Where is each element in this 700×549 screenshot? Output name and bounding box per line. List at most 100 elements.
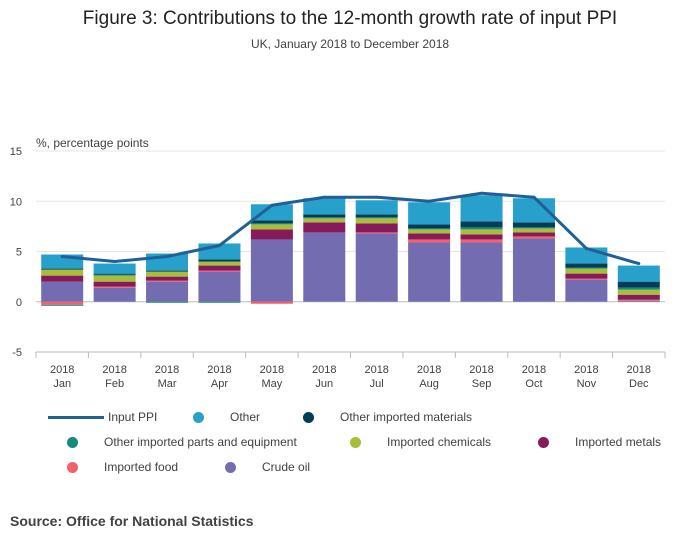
bar-segment bbox=[198, 265, 241, 271]
bar-segment bbox=[250, 204, 293, 221]
bar-segment bbox=[250, 301, 293, 304]
bar-segment bbox=[460, 221, 503, 228]
x-tick-label-year: 2018 bbox=[207, 364, 231, 376]
bar-segment bbox=[146, 301, 189, 303]
legend-dot-swatch bbox=[67, 436, 78, 448]
bar-segment bbox=[198, 261, 241, 266]
chart-title: Figure 3: Contributions to the 12-month … bbox=[82, 8, 618, 29]
legend-dot-swatch bbox=[303, 411, 314, 423]
chart-subtitle: UK, January 2018 to December 2018 bbox=[250, 37, 450, 51]
x-tick-label-month: Sep bbox=[472, 378, 492, 390]
x-tick-label-month: Dec bbox=[629, 378, 649, 390]
bar-segment bbox=[355, 223, 398, 233]
x-tick-label-month: Nov bbox=[577, 378, 597, 390]
legend-dot-swatch bbox=[538, 436, 549, 448]
y-tick-label: 0 bbox=[16, 297, 22, 309]
legend-label: Other imported parts and equipment bbox=[104, 435, 297, 449]
x-tick-label-year: 2018 bbox=[627, 364, 651, 376]
bar-segment bbox=[146, 276, 189, 281]
legend-label: Input PPI bbox=[108, 410, 158, 424]
legend-item: Input PPI bbox=[48, 410, 157, 424]
legend-item: Imported chemicals bbox=[350, 435, 491, 449]
y-tick-label: 15 bbox=[10, 146, 22, 158]
legend-dot-swatch bbox=[67, 461, 78, 473]
x-tick-label-year: 2018 bbox=[260, 364, 284, 376]
bar-segment bbox=[617, 289, 660, 295]
y-tick-label: -5 bbox=[12, 347, 22, 359]
x-tick-label-month: Feb bbox=[105, 378, 124, 390]
x-tick-label-year: 2018 bbox=[574, 364, 598, 376]
bar-segment bbox=[460, 242, 503, 302]
legend-item: Other bbox=[193, 410, 260, 424]
input-ppi-point bbox=[322, 195, 326, 199]
bar-segment bbox=[408, 242, 451, 302]
bar-segment bbox=[41, 304, 84, 306]
legend-label: Imported chemicals bbox=[387, 435, 492, 449]
x-tick-label-month: May bbox=[261, 378, 282, 390]
bar-segment bbox=[565, 263, 608, 268]
bar-segment bbox=[303, 198, 346, 215]
x-tick-label-year: 2018 bbox=[364, 364, 388, 376]
x-tick-label-month: Jul bbox=[370, 378, 384, 390]
y-axis-label: %, percentage points bbox=[36, 136, 149, 150]
bar-segment bbox=[460, 234, 503, 240]
x-tick-label-month: Apr bbox=[211, 378, 228, 390]
x-tick-label-year: 2018 bbox=[312, 364, 336, 376]
bar-segment bbox=[617, 300, 660, 302]
bar-segment bbox=[408, 233, 451, 240]
bar-segment bbox=[93, 274, 136, 276]
legend-item: Other imported materials bbox=[303, 410, 472, 424]
legend-label: Imported food bbox=[104, 460, 179, 474]
bar-segment bbox=[93, 275, 136, 282]
x-tick-label-year: 2018 bbox=[417, 364, 441, 376]
bar-segment bbox=[41, 301, 84, 305]
x-tick-label-month: Mar bbox=[158, 378, 177, 390]
input-ppi-point bbox=[60, 255, 64, 259]
legend-item: Other imported parts and equipment bbox=[67, 435, 297, 449]
input-ppi-point bbox=[637, 262, 641, 266]
bar-segment bbox=[408, 229, 451, 234]
bar-segment bbox=[303, 232, 346, 302]
x-tick-label-year: 2018 bbox=[469, 364, 493, 376]
bar-segment bbox=[93, 286, 136, 288]
source-note: Source: Office for National Statistics bbox=[10, 513, 254, 529]
bar-segment bbox=[512, 228, 555, 233]
bar-segment bbox=[303, 222, 346, 233]
input-ppi-point bbox=[113, 260, 117, 264]
bar-segment bbox=[355, 200, 398, 215]
x-tick-label-year: 2018 bbox=[155, 364, 179, 376]
bar-segment bbox=[250, 224, 293, 230]
bar-segment bbox=[303, 214, 346, 218]
legend-label: Imported metals bbox=[575, 435, 662, 449]
input-ppi-point bbox=[532, 195, 536, 199]
bar-segment bbox=[41, 281, 84, 302]
bar-segment bbox=[408, 228, 451, 230]
bar-segment bbox=[146, 271, 189, 277]
bar-segment bbox=[408, 239, 451, 243]
bar-segment bbox=[565, 273, 608, 279]
bar-segment bbox=[146, 281, 189, 302]
bar-segment bbox=[93, 287, 136, 302]
bar-segment bbox=[146, 270, 189, 272]
bar-segment bbox=[565, 278, 608, 280]
bar-segment bbox=[408, 224, 451, 229]
bar-segment bbox=[198, 271, 241, 302]
bar-segment bbox=[460, 195, 503, 222]
input-ppi-point bbox=[217, 243, 221, 247]
bar-segment bbox=[617, 287, 660, 290]
bar-segment bbox=[512, 238, 555, 302]
bar-segment bbox=[355, 217, 398, 219]
y-tick-label: 5 bbox=[16, 247, 22, 259]
bar-segment bbox=[93, 263, 136, 274]
legend-dot-swatch bbox=[350, 436, 361, 448]
bar-segment bbox=[41, 269, 84, 276]
legend-item: Crude oil bbox=[225, 460, 310, 474]
legend-dot-swatch bbox=[225, 461, 236, 473]
bar-segment bbox=[512, 227, 555, 229]
bar-segment bbox=[250, 223, 293, 225]
bar-segment bbox=[565, 279, 608, 302]
bar-segment bbox=[198, 301, 241, 303]
bar-segment bbox=[198, 259, 241, 262]
x-tick-label-year: 2018 bbox=[522, 364, 546, 376]
input-ppi-point bbox=[427, 199, 431, 203]
